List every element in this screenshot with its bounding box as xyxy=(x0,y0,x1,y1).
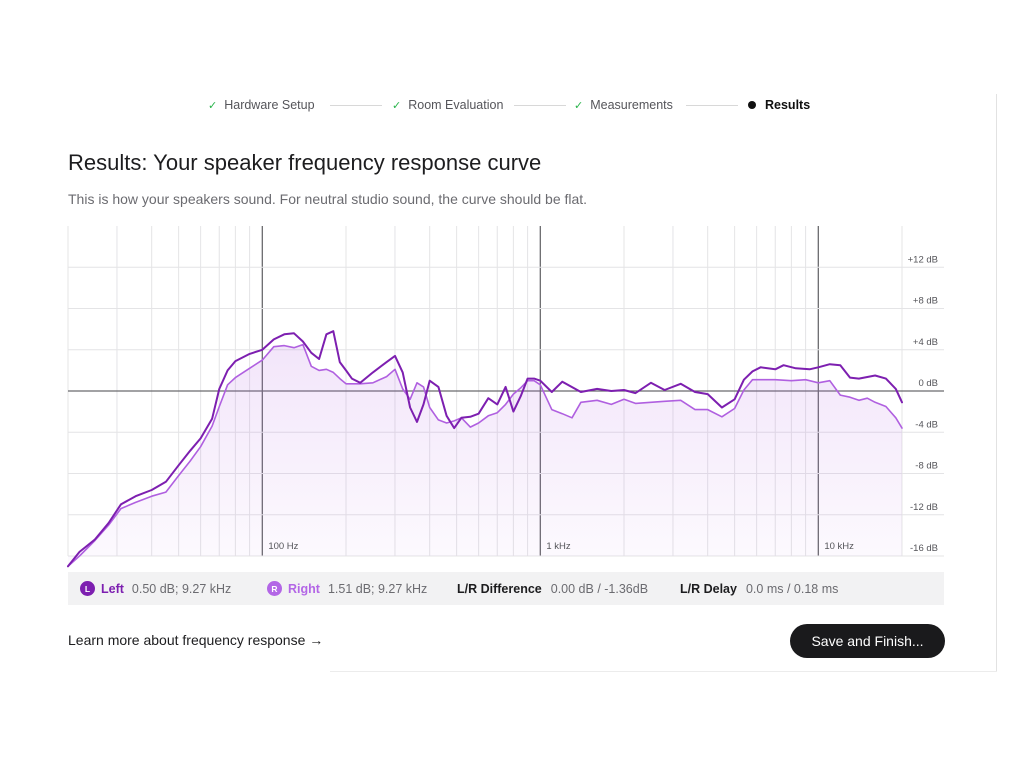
panel-right-border xyxy=(996,94,997,672)
step-results[interactable]: Results xyxy=(748,96,810,114)
response-area-fill xyxy=(68,344,902,567)
lr-difference: L/R Difference 0.00 dB / -1.36dB xyxy=(457,572,648,605)
panel-bottom-border xyxy=(330,671,997,672)
y-tick-label: -4 dB xyxy=(915,419,938,430)
step-label: Results xyxy=(765,98,811,112)
lr-delay-value: 0.0 ms / 0.18 ms xyxy=(745,581,839,596)
y-tick-label: -12 dB xyxy=(910,502,938,513)
left-channel-value: 0.50 dB; 9.27 kHz xyxy=(131,581,232,596)
check-icon: ✓ xyxy=(574,99,584,112)
lr-delay: L/R Delay 0.0 ms / 0.18 ms xyxy=(680,572,838,605)
learn-more-link[interactable]: Learn more about frequency response → xyxy=(68,632,324,648)
lr-difference-value: 0.00 dB / -1.36dB xyxy=(550,581,649,596)
step-room-evaluation[interactable]: ✓ Room Evaluation xyxy=(392,96,503,114)
y-tick-label: -8 dB xyxy=(915,461,938,472)
lr-difference-label: L/R Difference xyxy=(457,581,542,596)
step-connector xyxy=(330,105,382,106)
x-tick-label: 10 kHz xyxy=(824,541,854,552)
page-subtitle: This is how your speakers sound. For neu… xyxy=(68,191,588,207)
right-channel-value: 1.51 dB; 9.27 kHz xyxy=(327,581,428,596)
step-connector xyxy=(686,105,738,106)
page-title: Results: Your speaker frequency response… xyxy=(68,150,542,175)
step-hardware-setup[interactable]: ✓ Hardware Setup xyxy=(208,96,315,114)
y-tick-label: +4 dB xyxy=(913,337,938,348)
current-step-dot-icon xyxy=(748,101,756,109)
x-tick-label: 100 Hz xyxy=(268,541,298,552)
step-connector xyxy=(514,105,566,106)
lr-delay-label: L/R Delay xyxy=(680,581,737,596)
step-label: Measurements xyxy=(590,98,673,112)
step-label: Hardware Setup xyxy=(224,98,315,112)
left-channel-name: Left xyxy=(101,581,124,596)
y-tick-label: 0 dB xyxy=(918,378,938,389)
right-channel-badge-icon: R xyxy=(267,581,282,596)
y-tick-label: +8 dB xyxy=(913,296,938,307)
check-icon: ✓ xyxy=(208,99,218,112)
y-tick-label: +12 dB xyxy=(908,254,938,265)
series-line-right xyxy=(67,343,903,568)
step-label: Room Evaluation xyxy=(408,98,504,112)
check-icon: ✓ xyxy=(392,99,402,112)
legend-right-channel[interactable]: R Right 1.51 dB; 9.27 kHz xyxy=(267,572,427,605)
x-tick-label: 1 kHz xyxy=(546,541,571,552)
left-channel-badge-icon: L xyxy=(80,581,95,596)
right-channel-name: Right xyxy=(288,581,320,596)
legend-left-channel[interactable]: L Left 0.50 dB; 9.27 kHz xyxy=(80,572,231,605)
progress-stepper: ✓ Hardware Setup ✓ Room Evaluation ✓ Mea… xyxy=(208,96,810,114)
series-line-left xyxy=(67,330,903,568)
y-tick-label: -16 dB xyxy=(910,543,938,554)
save-and-finish-button[interactable]: Save and Finish... xyxy=(790,624,945,658)
channel-readout-bar: L Left 0.50 dB; 9.27 kHz R Right 1.51 dB… xyxy=(68,572,944,605)
step-measurements[interactable]: ✓ Measurements xyxy=(574,96,673,114)
